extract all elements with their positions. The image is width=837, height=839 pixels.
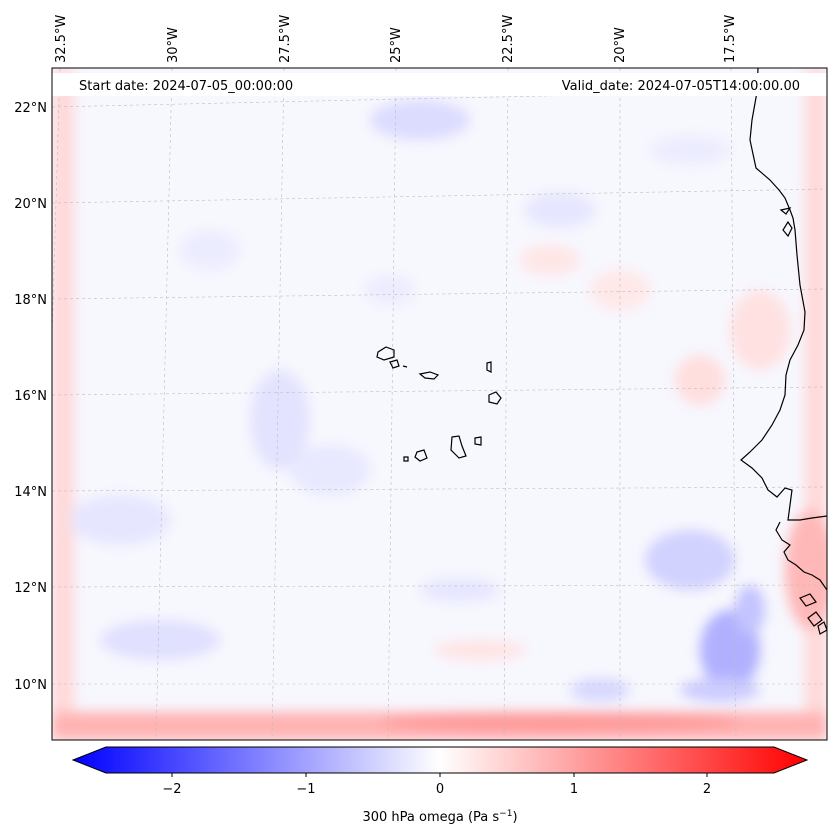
island-sao-nicolau	[418, 371, 440, 380]
lon-label-32.5w: 32.5°W	[54, 15, 69, 63]
map-panel: Start date: 2024-07-05_00:00:00 Valid_da…	[52, 68, 827, 740]
island-santiago	[450, 435, 467, 459]
colorbar-ticks	[171, 773, 708, 777]
omega-field	[52, 68, 827, 740]
lat-label-20n: 20°N	[14, 197, 47, 212]
island-sao-vicente	[389, 359, 400, 369]
lat-label-12n: 12°N	[14, 581, 47, 596]
lat-label-14n: 14°N	[14, 485, 47, 500]
colorbar-tick-neg1: −1	[296, 782, 315, 797]
lat-label-10n: 10°N	[14, 678, 47, 693]
colorbar-tick-0: 0	[436, 782, 444, 797]
cape-verde-islands	[376, 346, 502, 462]
colorbar-tick-1: 1	[570, 782, 578, 797]
lon-label-22.5w: 22.5°W	[501, 15, 516, 63]
island-santa-luzia	[402, 365, 408, 368]
island-boa-vista	[488, 391, 502, 405]
header-strip	[52, 73, 827, 96]
colorbar: −2 −1 0 1 2 300 hPa omega (Pa s−1)	[71, 746, 809, 825]
island-brava	[403, 456, 409, 462]
lat-label-16n: 16°N	[14, 389, 47, 404]
start-date-label: Start date: 2024-07-05_00:00:00	[79, 79, 293, 94]
lat-label-22n: 22°N	[14, 101, 47, 116]
colorbar-body	[71, 746, 809, 774]
lat-label-18n: 18°N	[14, 293, 47, 308]
longitude-labels: 32.5°W 30°W 27.5°W 25°W 22.5°W 20°W 17.5…	[54, 15, 738, 63]
coastlines	[740, 68, 827, 635]
map-gridlines	[52, 68, 827, 740]
lon-label-27.5w: 27.5°W	[278, 15, 293, 63]
map-frame	[51, 67, 828, 741]
colorbar-tick-neg2: −2	[162, 782, 181, 797]
island-fogo	[414, 449, 428, 462]
africa-coastline	[740, 68, 827, 521]
latitude-labels: 22°N 20°N 18°N 16°N 14°N 12°N 10°N	[14, 101, 47, 693]
colorbar-label: 300 hPa omega (Pa s−1)	[362, 809, 517, 825]
valid-date-label: Valid_date: 2024-07-05T14:00:00.00	[562, 79, 800, 94]
lon-label-30w: 30°W	[166, 27, 181, 63]
island-maio	[474, 436, 482, 446]
island-sal	[486, 361, 492, 373]
island-santo-antao	[376, 346, 395, 361]
lon-label-17.5w: 17.5°W	[723, 15, 738, 63]
lon-label-25w: 25°W	[389, 27, 404, 63]
lon-label-20w: 20°W	[613, 27, 628, 63]
colorbar-tick-2: 2	[703, 782, 711, 797]
